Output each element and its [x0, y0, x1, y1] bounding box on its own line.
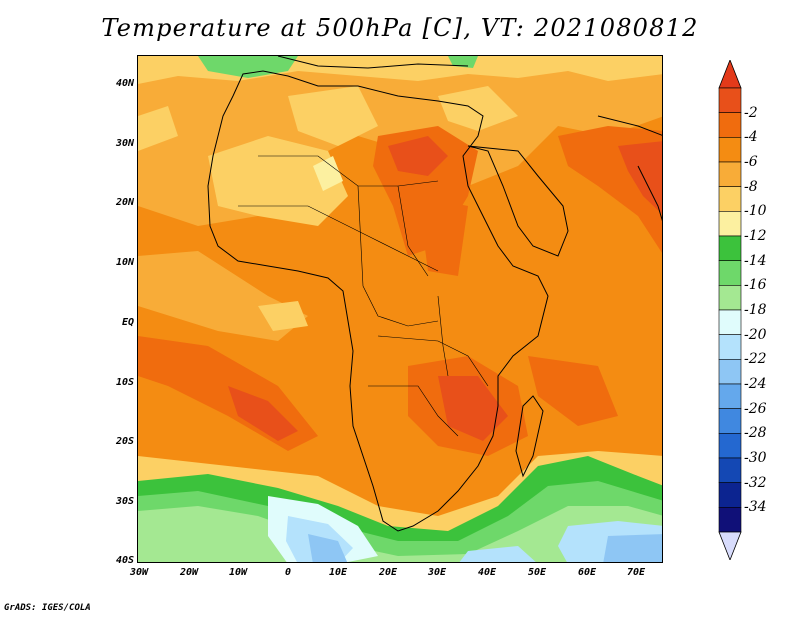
colorbar-top-triangle	[718, 60, 742, 89]
colorbar-tick-label: -12	[744, 228, 767, 244]
x-tick-label: 60E	[577, 567, 597, 578]
colorbar-tick-label: -18	[744, 302, 767, 318]
colorbar-swatch	[718, 309, 742, 335]
temperature-field-region	[418, 196, 468, 276]
y-tick-label: 20N	[115, 197, 134, 208]
border-line	[437, 295, 449, 377]
x-tick-label: 0	[284, 567, 292, 578]
colorbar-tick-label: -16	[744, 277, 767, 294]
colorbar-tick-label: -32	[744, 474, 767, 491]
x-tick-label: 10W	[228, 567, 248, 578]
temperature-field-region	[288, 86, 378, 146]
y-tick-label: EQ	[121, 317, 134, 328]
y-tick-label: 10S	[115, 377, 134, 388]
temperature-field-region	[258, 301, 308, 331]
y-tick-label: 40N	[115, 78, 134, 89]
colorbar-bottom-triangle	[718, 531, 742, 560]
colorbar-tick-label: -10	[744, 203, 767, 220]
arabia-outline	[467, 145, 569, 257]
temperature-field-region	[618, 141, 662, 215]
colorbar-swatch	[718, 334, 742, 360]
colorbar-swatch	[718, 408, 742, 434]
x-tick-label: 30W	[129, 567, 149, 578]
india-coast	[637, 165, 662, 222]
colorbar-swatch	[718, 507, 742, 533]
temperature-field-region	[208, 136, 348, 226]
temperature-field-region	[308, 534, 348, 562]
colorbar-swatch	[718, 285, 742, 311]
colorbar-tick-label: -4	[744, 129, 758, 146]
colorbar-swatch	[718, 211, 742, 237]
colorbar-tick-label: -30	[744, 450, 767, 466]
temperature-field-region	[603, 534, 662, 562]
chart-title: Temperature at 500hPa [C], VT: 202108081…	[101, 14, 699, 42]
madagascar-outline	[515, 395, 544, 478]
x-tick-label: 20E	[378, 567, 398, 578]
x-tick-label: 10E	[328, 567, 348, 578]
x-tick-label: 30E	[427, 567, 447, 578]
colorbar-swatch	[718, 112, 742, 138]
colorbar-tick-label: -14	[744, 252, 767, 269]
border-line	[377, 335, 489, 387]
colorbar-tick-label: -24	[744, 376, 767, 392]
border-line	[368, 385, 459, 437]
x-tick-label: 40E	[477, 567, 497, 578]
colorbar-swatch	[718, 260, 742, 286]
colorbar-swatch	[718, 235, 742, 261]
x-tick-label: 50E	[527, 567, 547, 578]
europe-coast	[277, 56, 469, 69]
temperature-field-region	[138, 106, 178, 151]
footer-credit: GrADS: IGES/COLA	[4, 603, 91, 613]
temperature-field-region	[438, 86, 518, 131]
coastlines	[207, 56, 662, 532]
temperature-field-region	[438, 376, 508, 441]
colorbar-swatch	[718, 433, 742, 459]
colorbar-tick-label: -22	[744, 351, 767, 368]
colorbar-swatch	[718, 482, 742, 508]
y-tick-label: 30N	[115, 138, 134, 149]
colorbar-tick-label: -8	[744, 178, 758, 195]
colorbar	[718, 60, 742, 560]
temperature-field-region	[528, 356, 618, 426]
temperature-field-map	[138, 56, 662, 562]
asia-coast	[597, 115, 662, 136]
colorbar-tick-label: -2	[744, 104, 758, 121]
colorbar-tick-label: -20	[744, 326, 767, 343]
colorbar-swatch	[718, 359, 742, 385]
y-tick-label: 10N	[115, 257, 134, 268]
colorbar-swatch	[718, 186, 742, 212]
colorbar-swatch	[718, 161, 742, 187]
y-tick-label: 40S	[115, 555, 134, 566]
colorbar-tick-label: -6	[744, 154, 758, 170]
colorbar-tick-label: -34	[744, 499, 767, 516]
y-tick-label: 20S	[115, 436, 134, 447]
country-borders	[238, 155, 489, 437]
africa-outline	[207, 70, 549, 532]
colorbar-tick-label: -28	[744, 425, 767, 442]
temperature-field-region	[459, 546, 536, 562]
temperature-field-region	[228, 386, 298, 441]
colorbar-swatch	[718, 87, 742, 113]
temperature-field-region	[388, 136, 448, 176]
map-panel	[137, 55, 663, 563]
x-tick-label: 70E	[626, 567, 646, 578]
y-tick-label: 30S	[115, 496, 134, 507]
temperature-field-region	[313, 156, 343, 191]
colorbar-swatch	[718, 137, 742, 163]
colorbar-tick-label: -26	[744, 400, 767, 417]
x-tick-label: 20W	[179, 567, 199, 578]
border-line	[397, 185, 429, 277]
colorbar-swatch	[718, 383, 742, 409]
colorbar-swatch	[718, 457, 742, 483]
border-line	[357, 185, 439, 327]
